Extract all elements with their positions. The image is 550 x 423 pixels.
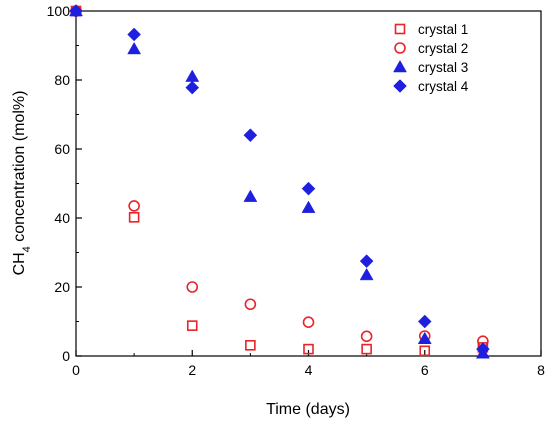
data-point: [359, 267, 374, 281]
data-point: [185, 80, 200, 95]
legend-label: crystal 3: [418, 60, 468, 75]
y-axis-title-subscript: 4: [21, 246, 33, 252]
data-point: [361, 343, 372, 355]
data-point: [245, 340, 256, 351]
y-axis-title-suffix: concentration (mol%): [11, 91, 28, 247]
data-point: [243, 128, 258, 143]
data-point: [359, 254, 374, 268]
data-point: [417, 331, 432, 344]
legend-entry: crystal 2: [394, 41, 468, 56]
data-point: [128, 200, 140, 212]
legend-marker: [393, 79, 407, 93]
data-point: [303, 343, 314, 355]
y-tick-label: 60: [54, 141, 70, 157]
y-axis-title-prefix: CH: [11, 252, 28, 275]
y-tick-label: 40: [54, 210, 70, 226]
y-axis-title: CH4 concentration (mol%): [11, 91, 33, 276]
data-point: [128, 212, 140, 223]
data-point: [186, 281, 199, 293]
data-point: [244, 298, 257, 311]
x-tick-label: 6: [421, 362, 429, 378]
data-point: [127, 41, 142, 55]
x-tick-label: 0: [72, 362, 80, 378]
data-point: [417, 314, 432, 329]
data-point: [360, 330, 373, 343]
y-tick-label: 0: [62, 348, 70, 364]
data-point: [301, 200, 316, 213]
series-4: [69, 4, 490, 356]
series-3: [69, 3, 490, 359]
x-tick-label: 8: [537, 362, 545, 378]
data-point: [243, 189, 258, 202]
data-point: [127, 27, 141, 42]
data-point: [476, 342, 490, 356]
legend-marker: [394, 42, 406, 54]
legend-entry: crystal 1: [394, 22, 468, 37]
series-1: [70, 5, 489, 357]
series-2: [70, 5, 489, 347]
y-tick-label: 80: [54, 72, 70, 88]
y-tick-label: 20: [54, 279, 70, 295]
data-point: [419, 345, 431, 357]
legend-entry: crystal 3: [393, 59, 468, 75]
legend: crystal 1 crystal 2 crystal 3 crystal 4: [393, 22, 469, 94]
x-axis-title: Time (days): [266, 401, 350, 418]
data-markers: [69, 3, 490, 359]
legend-label: crystal 1: [418, 22, 468, 37]
data-point: [301, 181, 316, 196]
legend-marker: [394, 23, 406, 35]
y-tick-label: 100: [47, 3, 71, 19]
legend-label: crystal 4: [418, 79, 469, 94]
legend-entry: crystal 4: [393, 79, 469, 94]
data-point: [186, 320, 198, 331]
data-point: [69, 4, 83, 18]
data-point: [185, 69, 200, 82]
x-tick-label: 2: [188, 362, 196, 378]
legend-marker: [393, 59, 407, 73]
legend-label: crystal 2: [418, 41, 468, 56]
x-tick-label: 4: [305, 362, 313, 378]
data-point: [302, 316, 315, 328]
